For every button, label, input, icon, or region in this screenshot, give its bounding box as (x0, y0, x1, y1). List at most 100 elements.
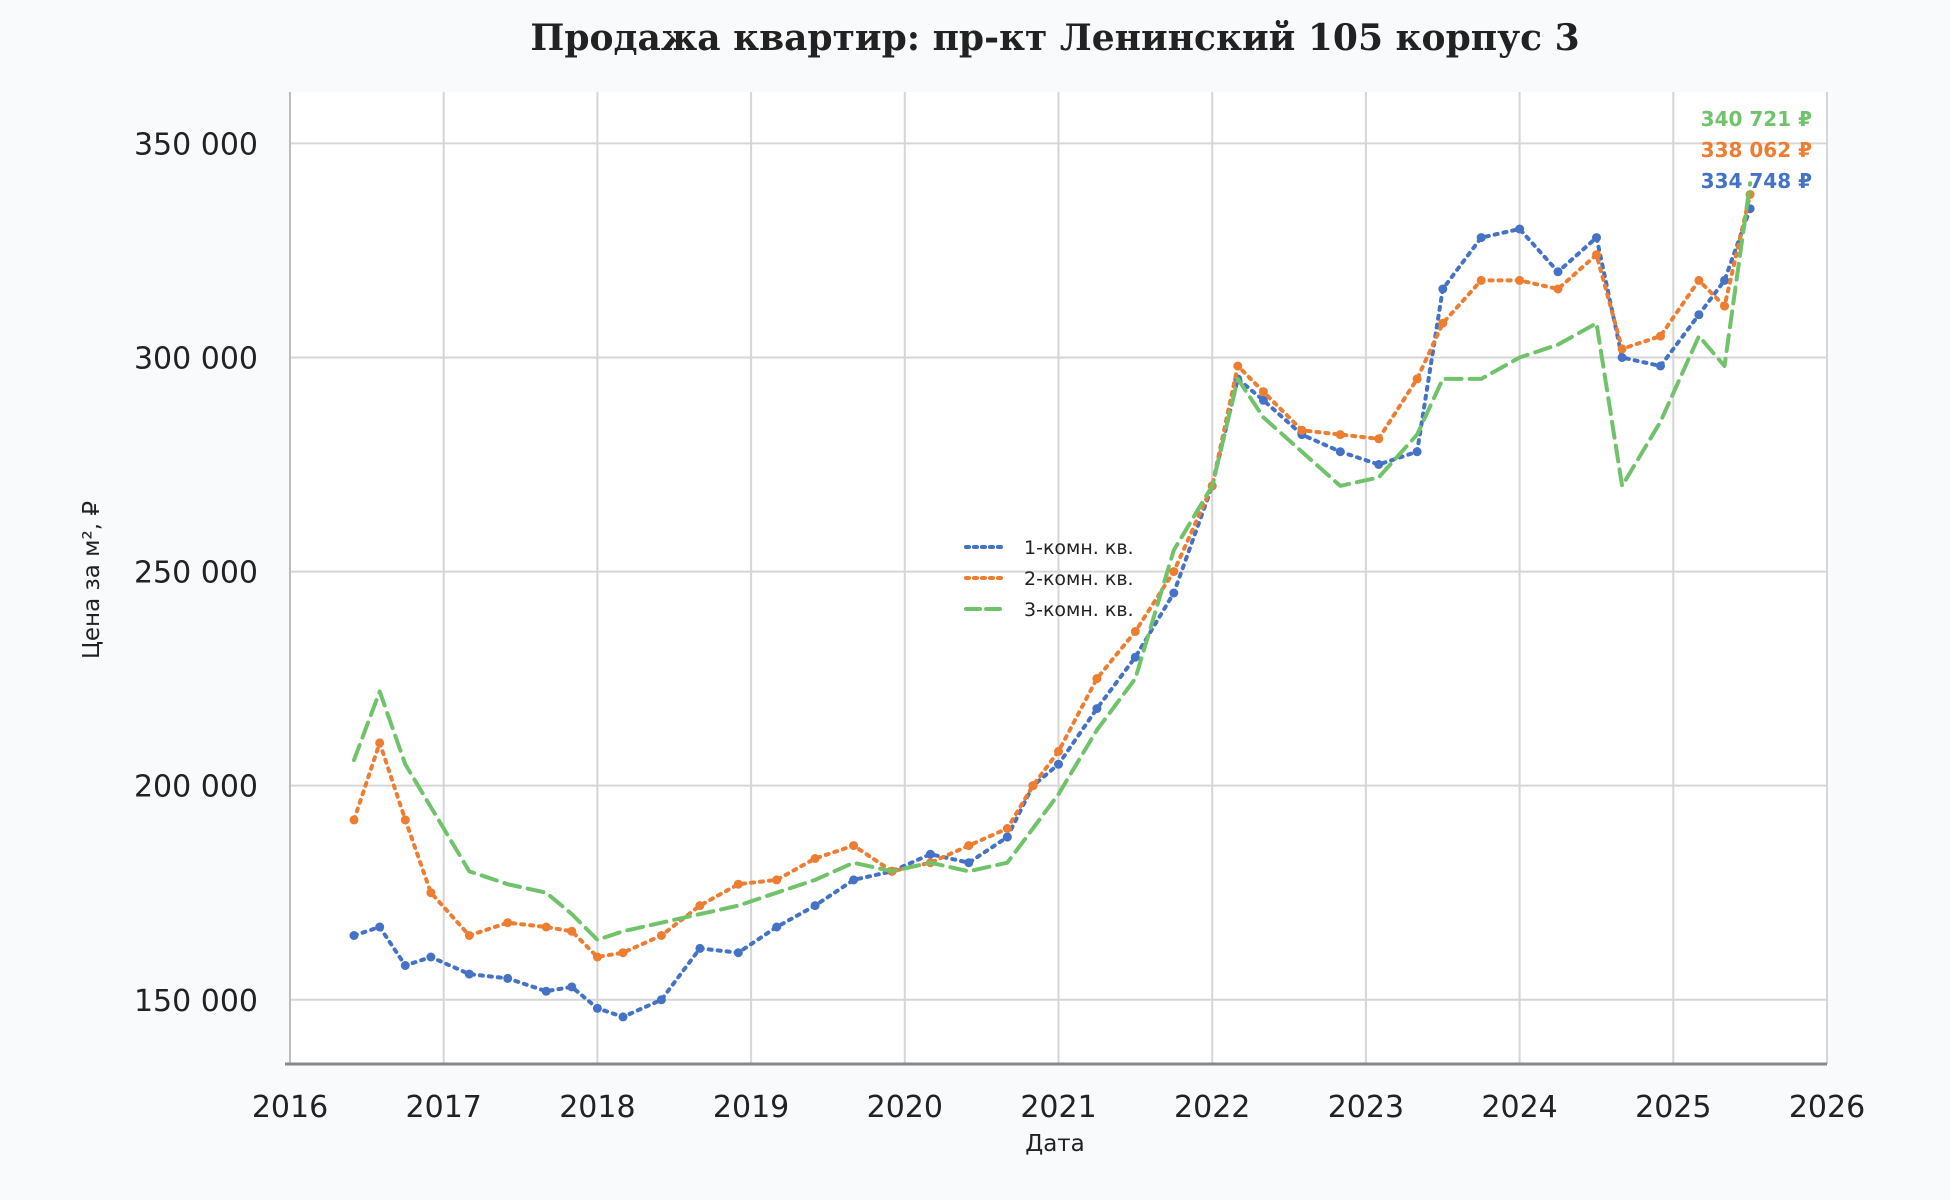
x-tick-label: 2016 (252, 1090, 328, 1125)
chart-title: Продажа квартир: пр-кт Ленинский 105 кор… (530, 17, 1579, 59)
data-point (1720, 275, 1729, 285)
data-point (1028, 781, 1038, 791)
data-point (541, 922, 551, 932)
series-layer (349, 181, 1755, 1022)
data-point (1258, 387, 1268, 397)
y-tick-label: 250 000 (134, 556, 258, 591)
legend-label: 3-комн. кв. (1024, 599, 1134, 621)
legend-label: 2-комн. кв. (1024, 568, 1134, 590)
data-point (1335, 447, 1345, 457)
data-point (426, 952, 436, 962)
x-tick-label: 2020 (867, 1090, 943, 1125)
data-point (1130, 627, 1140, 636)
data-point (695, 901, 705, 911)
data-point (1553, 267, 1563, 277)
axes: 2016 2017 2018 2019 2020 2021 2022 2023 2024 2025… (134, 92, 1865, 1125)
data-point (1374, 460, 1384, 469)
data-point (1617, 353, 1627, 362)
data-point (567, 926, 577, 936)
data-point (1092, 704, 1102, 714)
data-point (1617, 344, 1627, 354)
last-value-labels: 340 721 ₽ 338 062 ₽ 334 748 ₽ (1701, 107, 1812, 193)
data-point (541, 986, 551, 996)
data-point (772, 875, 782, 885)
data-point (1515, 275, 1525, 285)
y-tick-label: 150 000 (134, 984, 258, 1019)
data-point (1592, 250, 1601, 260)
last-value-label: 334 748 ₽ (1701, 169, 1812, 193)
data-point (1438, 284, 1448, 294)
data-point (1656, 361, 1665, 371)
data-point (375, 922, 385, 932)
data-point (1233, 361, 1243, 371)
data-point (1412, 447, 1422, 457)
legend-label: 1-комн. кв. (1024, 537, 1134, 559)
y-axis-label: Цена за м², ₽ (79, 501, 105, 659)
y-tick-label: 350 000 (134, 127, 258, 162)
data-point (1054, 759, 1063, 769)
legend: 1-комн. кв. 2-комн. кв. 3-комн. кв. (964, 537, 1134, 621)
data-point (464, 931, 474, 940)
x-axis-label: Дата (1025, 1131, 1085, 1157)
data-point (1374, 434, 1384, 444)
series-line-3 (352, 181, 1753, 942)
data-point (810, 854, 820, 863)
data-point (464, 969, 474, 979)
data-point (849, 875, 859, 885)
data-point (1476, 233, 1486, 243)
data-point (964, 841, 974, 851)
data-point (618, 1012, 628, 1022)
data-point (375, 738, 385, 748)
data-point (1476, 275, 1486, 285)
data-point (1258, 395, 1268, 405)
data-point (810, 901, 820, 911)
y-tick-label: 300 000 (134, 341, 258, 376)
data-point (1656, 331, 1665, 341)
data-point (1002, 832, 1012, 842)
x-tick-label: 2024 (1481, 1090, 1557, 1125)
data-point (349, 931, 359, 940)
data-point (592, 1003, 602, 1013)
data-point (1412, 374, 1422, 384)
data-point (1720, 301, 1729, 311)
data-point (656, 931, 666, 940)
data-point (1169, 588, 1179, 598)
last-value-label: 338 062 ₽ (1701, 138, 1812, 162)
data-point (1169, 567, 1179, 577)
data-point (733, 879, 743, 889)
data-point (1002, 824, 1012, 833)
data-point (349, 815, 359, 825)
x-tick-label: 2017 (406, 1090, 482, 1125)
grid (289, 92, 1828, 1064)
x-tick-label: 2023 (1328, 1090, 1404, 1125)
data-point (1438, 318, 1448, 328)
data-point (1297, 425, 1307, 435)
data-point (592, 952, 602, 962)
data-point (400, 815, 410, 825)
data-point (503, 918, 513, 928)
x-tick-label: 2026 (1789, 1090, 1865, 1125)
x-tick-label: 2022 (1174, 1090, 1250, 1125)
x-tick-label: 2018 (559, 1090, 635, 1125)
data-point (1335, 430, 1345, 440)
data-point (618, 948, 628, 958)
data-point (1515, 224, 1525, 234)
data-point (1092, 674, 1102, 684)
data-point (733, 948, 743, 958)
x-tick-label: 2025 (1635, 1090, 1711, 1125)
data-point (1694, 310, 1704, 320)
data-point (1553, 284, 1563, 294)
data-point (849, 841, 859, 851)
data-point (503, 973, 513, 983)
data-point (1592, 233, 1601, 243)
data-point (1130, 652, 1140, 662)
data-point (964, 858, 974, 868)
data-point (656, 995, 666, 1005)
y-tick-label: 200 000 (134, 770, 258, 805)
data-point (1694, 275, 1704, 285)
data-point (426, 888, 436, 898)
data-point (567, 982, 577, 992)
x-tick-label: 2019 (713, 1090, 789, 1125)
data-point (772, 922, 782, 932)
